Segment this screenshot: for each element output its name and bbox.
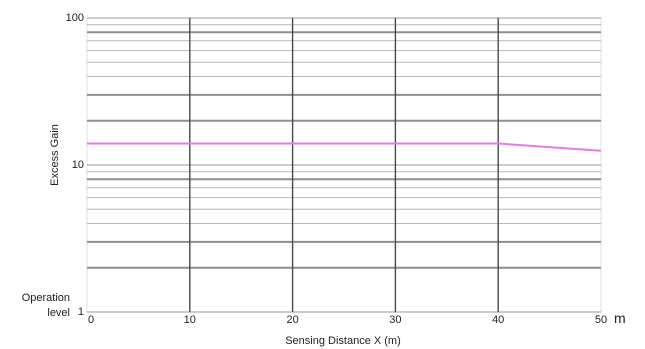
x-tick-label: 40 <box>492 314 504 326</box>
x-unit-label: m <box>614 310 626 326</box>
operation-level-line1: Operation <box>22 292 70 304</box>
y-axis-title: Excess Gain <box>49 124 61 186</box>
x-tick-label: 0 <box>88 314 94 326</box>
series-line <box>87 142 602 152</box>
x-tick-label: 10 <box>184 314 196 326</box>
tick-labels: 0 10 20 30 40 50 1 10 100 <box>66 12 607 326</box>
grid <box>86 17 602 313</box>
x-tick-label: 20 <box>286 314 298 326</box>
series-group <box>87 142 602 152</box>
operation-level-line2: level <box>47 307 70 319</box>
x-tick-label: 50 <box>595 314 607 326</box>
y-tick-label: 10 <box>72 159 84 171</box>
x-tick-label: 30 <box>389 314 401 326</box>
x-axis-title: Sensing Distance X (m) <box>285 335 401 347</box>
y-tick-label: 100 <box>66 12 84 24</box>
y-tick-label: 1 <box>78 306 84 318</box>
